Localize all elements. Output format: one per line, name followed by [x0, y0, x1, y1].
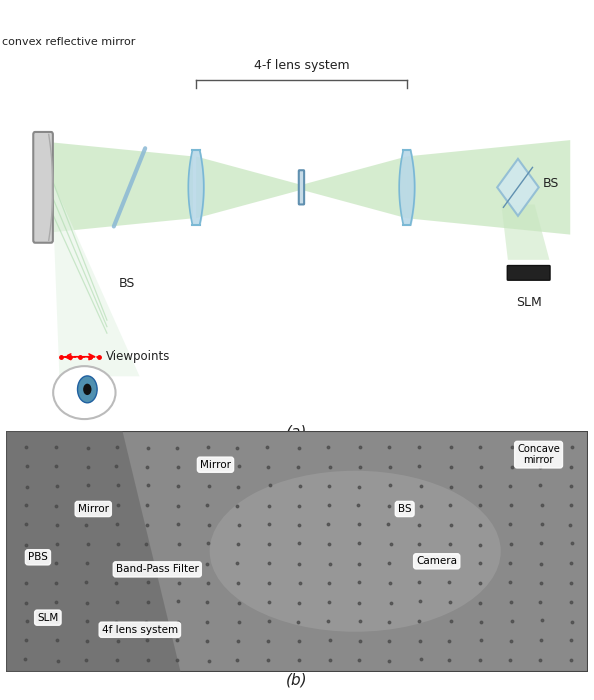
- Text: (a): (a): [286, 425, 308, 440]
- Text: Mirror: Mirror: [200, 460, 231, 470]
- Ellipse shape: [83, 384, 91, 395]
- Text: 4f lens system: 4f lens system: [102, 624, 178, 635]
- Text: BS: BS: [543, 177, 560, 190]
- Text: Band-Pass Filter: Band-Pass Filter: [116, 564, 199, 575]
- FancyBboxPatch shape: [6, 430, 588, 672]
- Polygon shape: [196, 156, 407, 218]
- Polygon shape: [501, 204, 549, 260]
- Text: SLM: SLM: [37, 612, 58, 623]
- Polygon shape: [53, 183, 140, 377]
- Text: PBS: PBS: [28, 552, 48, 562]
- Ellipse shape: [53, 366, 116, 419]
- FancyBboxPatch shape: [33, 132, 53, 243]
- Text: Camera: Camera: [416, 556, 457, 566]
- Text: convex reflective mirror: convex reflective mirror: [2, 36, 136, 47]
- Polygon shape: [407, 140, 570, 234]
- Text: Mirror: Mirror: [78, 504, 109, 514]
- FancyBboxPatch shape: [507, 265, 550, 280]
- Text: (b): (b): [286, 673, 308, 687]
- Polygon shape: [6, 430, 181, 672]
- Ellipse shape: [210, 471, 501, 632]
- Text: 4-f lens system: 4-f lens system: [254, 59, 349, 71]
- Polygon shape: [497, 159, 539, 216]
- Text: BS: BS: [118, 277, 135, 290]
- Text: BS: BS: [398, 504, 412, 514]
- Text: Concave
mirror: Concave mirror: [517, 444, 560, 466]
- Ellipse shape: [77, 376, 97, 402]
- Polygon shape: [53, 143, 193, 232]
- Text: Viewpoints: Viewpoints: [106, 350, 170, 363]
- FancyBboxPatch shape: [299, 170, 304, 204]
- Text: SLM: SLM: [516, 295, 542, 309]
